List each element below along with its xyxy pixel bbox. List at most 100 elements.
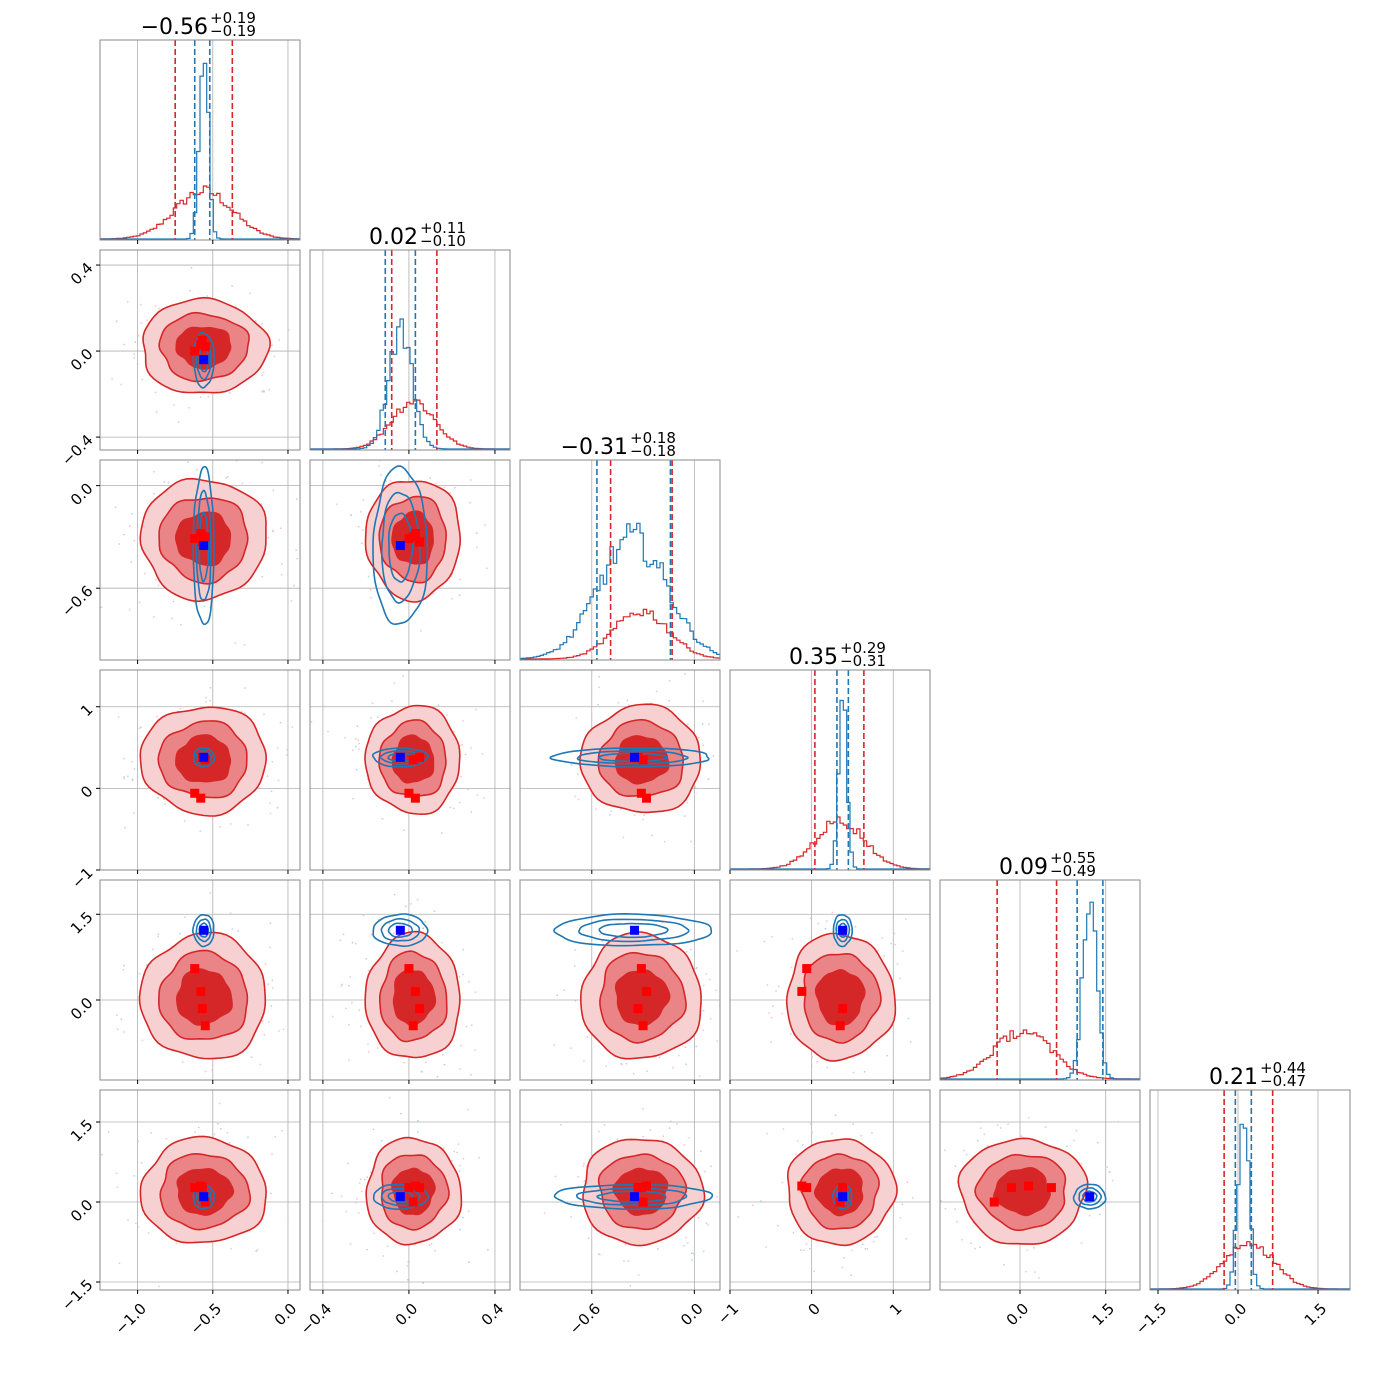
scatter-point	[782, 1128, 785, 1131]
scatter-point	[351, 941, 354, 944]
y-tick-label: −1	[68, 864, 96, 892]
title-plus: +0.18	[630, 429, 676, 447]
scatter-point	[301, 962, 303, 964]
title-median: −0.31	[561, 435, 628, 460]
scatter-point	[124, 826, 127, 829]
scatter-point	[864, 1247, 867, 1250]
scatter-point	[131, 513, 134, 515]
panel-frame	[309, 1089, 511, 1291]
panel-title-0: −0.56 +0.19−0.19	[141, 9, 256, 40]
blue-histogram	[520, 522, 720, 659]
scatter-point	[255, 1250, 258, 1253]
scatter-point	[187, 461, 190, 464]
scatter-point	[199, 830, 202, 832]
blue-contour	[578, 918, 690, 943]
blue-contour	[192, 331, 215, 389]
scatter-point	[825, 920, 828, 922]
scatter-point	[574, 949, 576, 951]
scatter-point	[296, 557, 299, 560]
scatter-point	[189, 289, 192, 292]
scatter-point	[229, 392, 231, 394]
scatter-point	[256, 1248, 259, 1251]
scatter-point	[141, 378, 144, 381]
scatter-point	[367, 969, 370, 972]
scatter-point	[1099, 1213, 1101, 1216]
scatter-point	[689, 948, 692, 951]
scatter-point	[702, 1029, 705, 1032]
scatter-point	[627, 871, 629, 873]
scatter-point	[460, 1044, 462, 1047]
scatter-point	[872, 1240, 875, 1243]
scatter-point	[366, 1248, 368, 1251]
scatter-point	[393, 893, 396, 896]
panel-content	[321, 1096, 489, 1285]
panel-content	[335, 460, 488, 632]
blue-contour	[380, 917, 421, 942]
scatter-point	[642, 1105, 644, 1107]
panel-content	[549, 672, 720, 843]
scatter-point	[403, 1061, 405, 1064]
panel-frame	[729, 879, 931, 1081]
scatter-point	[376, 716, 379, 719]
scatter-point	[340, 1195, 343, 1198]
scatter-point	[131, 779, 134, 782]
scatter-point	[291, 726, 294, 728]
blue-marker	[199, 1192, 209, 1202]
scatter-point	[261, 374, 264, 377]
scatter-point	[459, 1068, 462, 1070]
scatter-point	[274, 1135, 277, 1138]
panel-frame	[99, 1089, 301, 1291]
scatter-point	[461, 743, 463, 746]
scatter-point	[692, 1252, 695, 1255]
scatter-point	[430, 1243, 433, 1245]
scatter-point	[400, 1112, 402, 1115]
scatter-point	[686, 1242, 689, 1244]
scatter-point	[766, 984, 769, 986]
scatter-point	[172, 600, 175, 603]
scatter-point	[905, 1237, 908, 1240]
red-marker	[633, 1183, 643, 1193]
x-tick-label: −0.6	[566, 1300, 604, 1338]
scatter-point	[270, 790, 273, 793]
blue-histogram	[310, 318, 510, 450]
scatter-point	[586, 1036, 589, 1038]
scatter-point	[451, 597, 453, 600]
scatter-point	[906, 1181, 909, 1184]
blue-contour	[549, 747, 710, 768]
scatter-point	[234, 642, 237, 644]
scatter-point	[429, 477, 431, 480]
scatter-point	[133, 357, 136, 359]
red-marker	[638, 1021, 648, 1031]
scatter-point	[899, 977, 901, 980]
scatter-point	[947, 999, 949, 1001]
panel-content	[737, 1114, 914, 1277]
scatter-point	[260, 503, 263, 506]
scatter-point	[452, 1132, 454, 1134]
scatter-point	[137, 1226, 139, 1228]
scatter-point	[777, 985, 780, 988]
scatter-point	[467, 1210, 470, 1213]
scatter-point	[808, 1247, 811, 1250]
panel-frame	[309, 249, 511, 451]
scatter-point	[470, 479, 472, 481]
scatter-point	[155, 411, 158, 414]
red-marker	[802, 964, 812, 974]
scatter-point	[702, 700, 705, 703]
scatter-point	[475, 532, 478, 535]
contour-panel-3-2	[519, 669, 721, 874]
scatter-point	[690, 840, 692, 843]
contour-panel-4-2	[519, 871, 721, 1107]
scatter-point	[453, 664, 455, 666]
title-median: 0.21	[1209, 1065, 1258, 1090]
scatter-point	[349, 1243, 352, 1245]
scatter-point	[621, 1063, 623, 1066]
scatter-point	[1003, 1263, 1006, 1266]
scatter-point	[876, 1235, 878, 1238]
scatter-point	[478, 1156, 480, 1159]
red-marker	[797, 986, 807, 996]
scatter-point	[560, 1123, 562, 1126]
scatter-point	[481, 752, 484, 755]
scatter-point	[358, 742, 360, 745]
scatter-point	[633, 814, 636, 816]
scatter-point	[111, 378, 113, 380]
